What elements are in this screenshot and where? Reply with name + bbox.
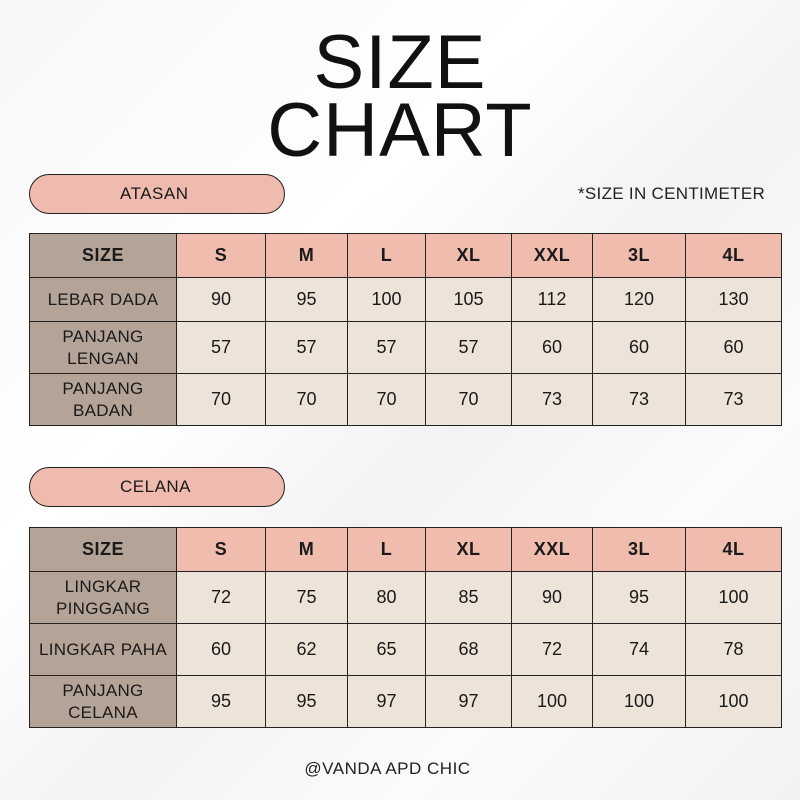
row-label: PANJANG BADAN [29,373,177,426]
row-label: LEBAR DADA [29,277,177,322]
section-label-celana: CELANA [29,467,285,507]
table-cell: 97 [425,675,512,728]
table-cell: 70 [425,373,512,426]
size-table-atasan: SIZE S M L XL XXL 3L 4L LEBAR DADA 90 95… [29,233,782,426]
table-cell: 100 [592,675,686,728]
table-cell: 73 [592,373,686,426]
table-cell: 74 [592,623,686,676]
table-cell: 90 [511,571,593,624]
table-cell: 95 [265,675,348,728]
size-header-m: M [265,233,348,278]
row-label: PANJANG CELANA [29,675,177,728]
size-header-xxl: XXL [511,233,593,278]
table-cell: 112 [511,277,593,322]
size-header-4l: 4L [685,233,782,278]
table-cell: 95 [176,675,266,728]
table-cell: 95 [592,571,686,624]
table-row: PANJANG CELANA 95 95 97 97 100 100 100 [29,675,782,728]
size-corner-header: SIZE [29,233,177,278]
table-cell: 57 [265,321,348,374]
table-cell: 70 [176,373,266,426]
table-cell: 120 [592,277,686,322]
table-cell: 68 [425,623,512,676]
table-cell: 60 [592,321,686,374]
table-header-row: SIZE S M L XL XXL 3L 4L [29,527,782,572]
table-cell: 57 [425,321,512,374]
table-cell: 100 [685,571,782,624]
page-title-line-1: SIZE [313,20,487,105]
table-row: LEBAR DADA 90 95 100 105 112 120 130 [29,277,782,322]
table-cell: 80 [347,571,426,624]
table-row: LINGKAR PINGGANG 72 75 80 85 90 95 100 [29,571,782,624]
table-cell: 65 [347,623,426,676]
table-cell: 72 [511,623,593,676]
table-cell: 95 [265,277,348,322]
size-header-m: M [265,527,348,572]
row-label: LINGKAR PAHA [29,623,177,676]
size-header-s: S [176,527,266,572]
size-header-xl: XL [425,527,512,572]
table-cell: 57 [347,321,426,374]
table-cell: 130 [685,277,782,322]
row-label: LINGKAR PINGGANG [29,571,177,624]
table-row: PANJANG LENGAN 57 57 57 57 60 60 60 [29,321,782,374]
unit-note: *SIZE IN CENTIMETER [578,184,766,203]
row-label: PANJANG LENGAN [29,321,177,374]
size-header-4l: 4L [685,527,782,572]
size-corner-header: SIZE [29,527,177,572]
table-cell: 60 [511,321,593,374]
table-cell: 100 [511,675,593,728]
size-header-xl: XL [425,233,512,278]
table-cell: 90 [176,277,266,322]
section-label-atasan: ATASAN [29,174,285,214]
table-cell: 70 [347,373,426,426]
table-row: LINGKAR PAHA 60 62 65 68 72 74 78 [29,623,782,676]
table-cell: 62 [265,623,348,676]
table-cell: 78 [685,623,782,676]
table-cell: 60 [685,321,782,374]
page-title-line-2: CHART [267,88,533,173]
table-cell: 73 [511,373,593,426]
table-cell: 70 [265,373,348,426]
size-header-3l: 3L [592,233,686,278]
table-cell: 57 [176,321,266,374]
size-table-celana: SIZE S M L XL XXL 3L 4L LINGKAR PINGGANG… [29,527,782,728]
table-row: PANJANG BADAN 70 70 70 70 73 73 73 [29,373,782,426]
size-header-3l: 3L [592,527,686,572]
size-header-s: S [176,233,266,278]
size-header-l: L [347,233,426,278]
table-cell: 75 [265,571,348,624]
size-header-xxl: XXL [511,527,593,572]
table-cell: 72 [176,571,266,624]
table-cell: 105 [425,277,512,322]
table-cell: 100 [685,675,782,728]
table-cell: 73 [685,373,782,426]
brand-handle: @VANDA APD CHIC [304,759,471,778]
table-cell: 60 [176,623,266,676]
table-cell: 85 [425,571,512,624]
table-header-row: SIZE S M L XL XXL 3L 4L [29,233,782,278]
table-cell: 100 [347,277,426,322]
size-header-l: L [347,527,426,572]
table-cell: 97 [347,675,426,728]
